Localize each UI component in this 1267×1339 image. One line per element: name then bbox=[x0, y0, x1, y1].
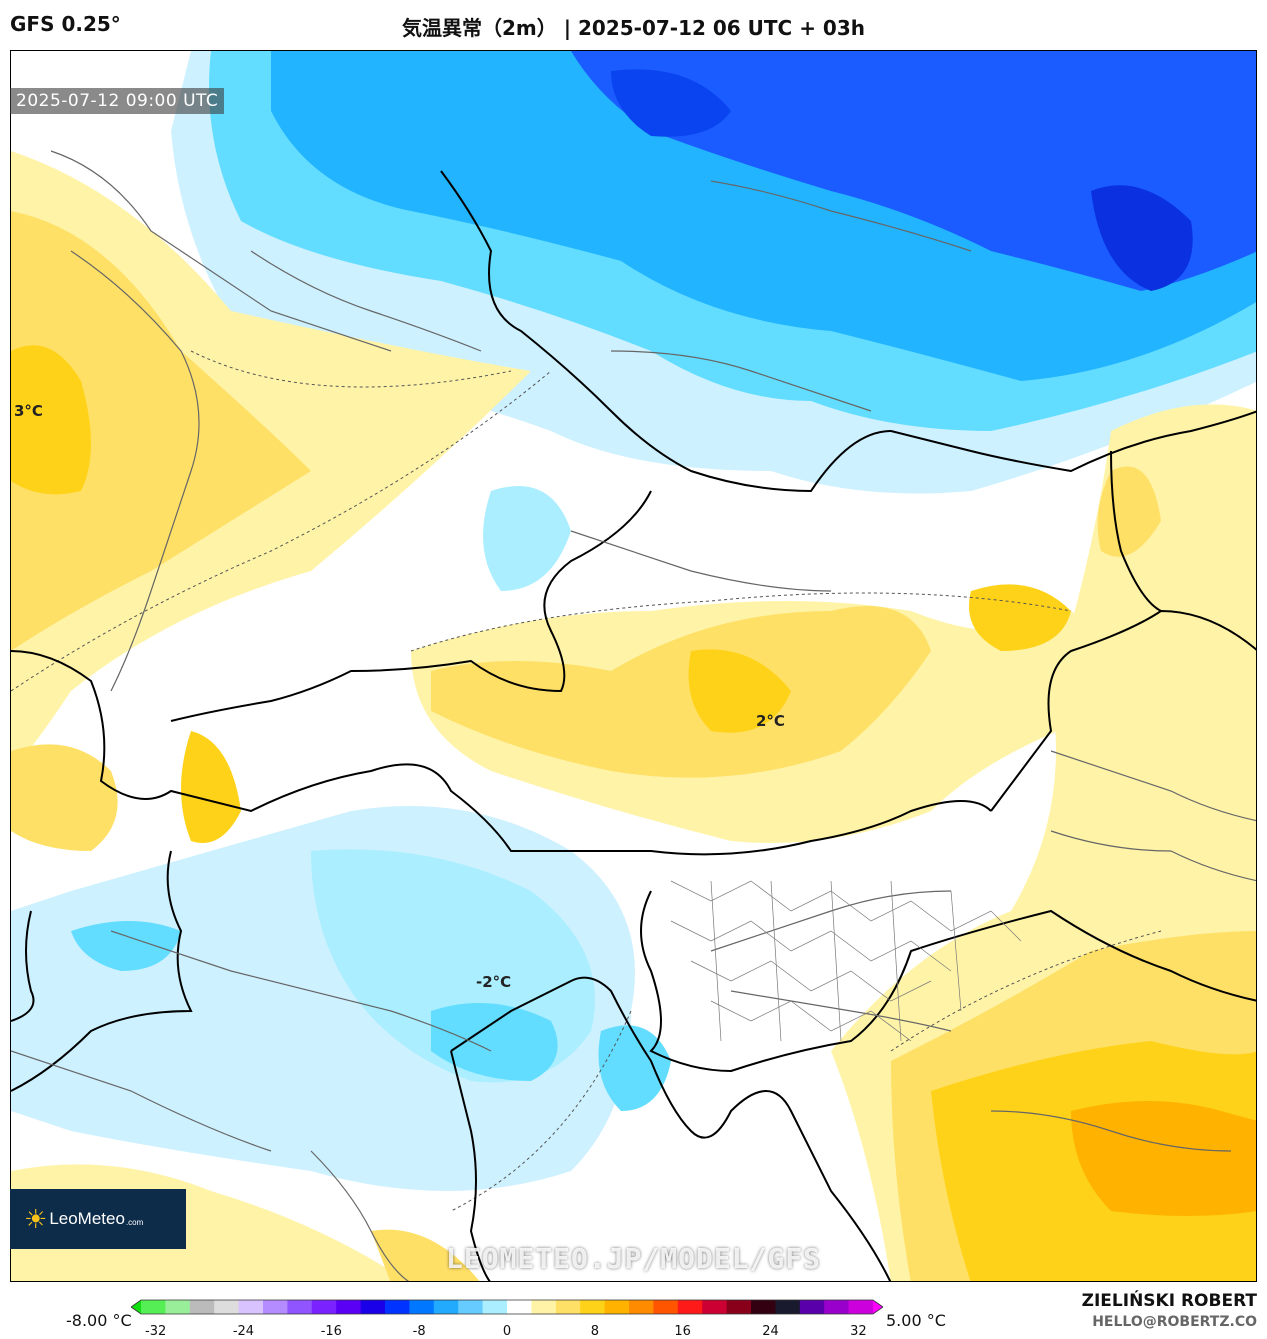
site-watermark: LEOMETEO.JP/MODEL/GFS bbox=[445, 1242, 821, 1275]
colorbar-tick-label: -16 bbox=[320, 1324, 342, 1339]
colorbar-cell bbox=[458, 1300, 484, 1314]
colorbar-cell bbox=[141, 1300, 166, 1314]
colorbar-high-arrow bbox=[873, 1300, 883, 1314]
colorbar-cell bbox=[165, 1300, 191, 1314]
colorbar-tick-label: -8 bbox=[412, 1324, 426, 1339]
colorbar-cell bbox=[775, 1300, 801, 1314]
warm-mid-central bbox=[431, 606, 931, 778]
colorbar-outline bbox=[131, 1299, 883, 1315]
contour-label: 2°C bbox=[756, 712, 785, 730]
colorbar-cell bbox=[555, 1300, 581, 1314]
map-panel[interactable] bbox=[10, 50, 1257, 1282]
border-line bbox=[11, 850, 193, 1092]
colorbar-cell bbox=[531, 1300, 557, 1314]
colorbar-cell bbox=[677, 1300, 703, 1314]
warm-strong-west bbox=[11, 345, 91, 495]
border-line bbox=[990, 609, 1256, 812]
colorbar-cell bbox=[287, 1300, 313, 1314]
colorbar-cell bbox=[751, 1300, 776, 1314]
colorbar-cell bbox=[214, 1300, 240, 1314]
colorbar-tick-label: 8 bbox=[590, 1324, 599, 1339]
colorbar-cell bbox=[238, 1300, 264, 1314]
warm-deep-east bbox=[1071, 1101, 1256, 1216]
border-line bbox=[640, 890, 1256, 1073]
border-line bbox=[1110, 450, 1162, 612]
colorbar-low-arrow bbox=[131, 1300, 141, 1314]
colorbar-tick-label: 0 bbox=[502, 1324, 512, 1339]
scale-min-label: -8.00 °C bbox=[66, 1311, 132, 1330]
logo-suffix: .com bbox=[125, 1217, 144, 1227]
border-line bbox=[170, 490, 652, 722]
colorbar-cell bbox=[409, 1300, 435, 1314]
color-scale-bar bbox=[131, 1299, 883, 1315]
colorbar-cell bbox=[824, 1300, 850, 1314]
colorbar-tick-label: -32 bbox=[145, 1324, 167, 1339]
map-title: 気温異常（2m） | 2025-07-12 06 UTC + 03h bbox=[402, 16, 865, 40]
colorbar-cell bbox=[629, 1300, 654, 1314]
colorbar-cell bbox=[580, 1300, 606, 1314]
contour-label: -2°C bbox=[476, 973, 512, 991]
colorbar-cell bbox=[799, 1300, 825, 1314]
colorbar-cell bbox=[311, 1300, 337, 1314]
colorbar-cell bbox=[189, 1300, 215, 1314]
coast-line bbox=[450, 1050, 491, 1281]
logo-brand: LeoMeteo bbox=[49, 1209, 125, 1228]
colorbar-cell bbox=[848, 1300, 874, 1314]
sun-icon: ☀ bbox=[24, 1203, 48, 1234]
coast-line bbox=[450, 976, 892, 1281]
colorbar-cell bbox=[604, 1300, 630, 1314]
author-email[interactable]: HELLO@ROBERTZ.CO bbox=[1092, 1314, 1257, 1330]
colorbar-tick-label: 24 bbox=[762, 1324, 779, 1339]
warm-mid-west bbox=[11, 211, 311, 651]
colorbar-cell bbox=[385, 1300, 410, 1314]
leometeo-logo[interactable]: ☀ LeoMeteo .com bbox=[10, 1189, 186, 1249]
valid-time-label: 2025-07-12 09:00 UTC bbox=[10, 88, 225, 114]
border-line bbox=[440, 170, 1256, 493]
border-line bbox=[11, 910, 35, 1022]
colorbar-cell bbox=[507, 1300, 532, 1314]
scale-max-label: 5.00 °C bbox=[886, 1311, 946, 1330]
colorbar-tick-label: -24 bbox=[232, 1324, 255, 1339]
contour-label: 3°C bbox=[14, 402, 43, 420]
colorbar-tick-label: 32 bbox=[850, 1324, 867, 1339]
colorbar-cell bbox=[726, 1300, 752, 1314]
colorbar-cell bbox=[653, 1300, 679, 1314]
cold-strong-region bbox=[571, 51, 1256, 291]
colorbar-cell bbox=[702, 1300, 728, 1314]
colorbar-cell bbox=[263, 1300, 288, 1314]
author-credit: ZIELIŃSKI ROBERT bbox=[1081, 1291, 1257, 1311]
colorbar-cell bbox=[360, 1300, 386, 1314]
colorbar-tick-label: 16 bbox=[674, 1324, 691, 1339]
model-label: GFS 0.25° bbox=[10, 12, 121, 36]
colorbar-cell bbox=[336, 1300, 362, 1314]
anomaly-map bbox=[11, 51, 1256, 1281]
border-line bbox=[11, 650, 992, 856]
colorbar-cell bbox=[482, 1300, 508, 1314]
colorbar-cell bbox=[433, 1300, 459, 1314]
